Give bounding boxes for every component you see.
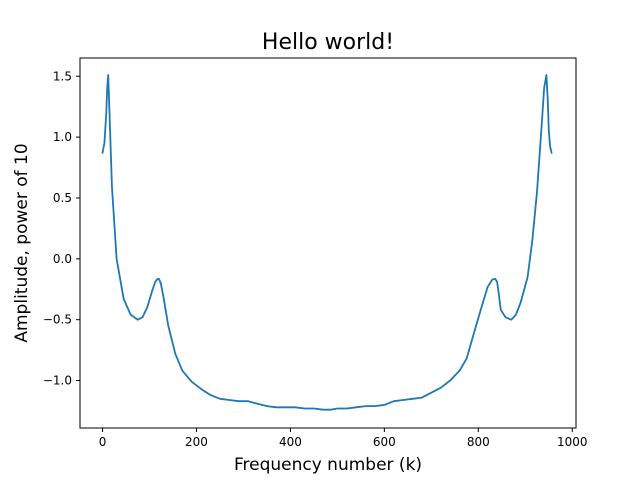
y-axis-label: Amplitude, power of 10 [12, 143, 32, 342]
x-tick-label: 800 [467, 435, 490, 449]
y-tick-label: −1.0 [43, 374, 72, 388]
x-tick-label: 200 [185, 435, 208, 449]
axes-frame [79, 57, 577, 429]
x-axis-ticks: 0 200 400 600 800 1000 [99, 428, 588, 449]
x-tick-label: 400 [279, 435, 302, 449]
y-tick-label: −0.5 [43, 313, 72, 327]
y-tick-label: 0.0 [53, 252, 72, 266]
series-line-amplitude [101, 74, 553, 411]
y-tick-label: 1.0 [53, 130, 72, 144]
x-tick-label: 1000 [557, 435, 588, 449]
x-axis-label: Frequency number (k) [234, 455, 422, 475]
x-tick-label: 600 [373, 435, 396, 449]
chart-title: Hello world! [262, 30, 394, 55]
y-axis-ticks: −1.0 −0.5 0.0 0.5 1.0 1.5 [43, 69, 80, 388]
plot-area [79, 57, 577, 429]
y-tick-label: 0.5 [53, 191, 72, 205]
x-tick-label: 0 [99, 435, 107, 449]
y-tick-label: 1.5 [53, 69, 72, 83]
